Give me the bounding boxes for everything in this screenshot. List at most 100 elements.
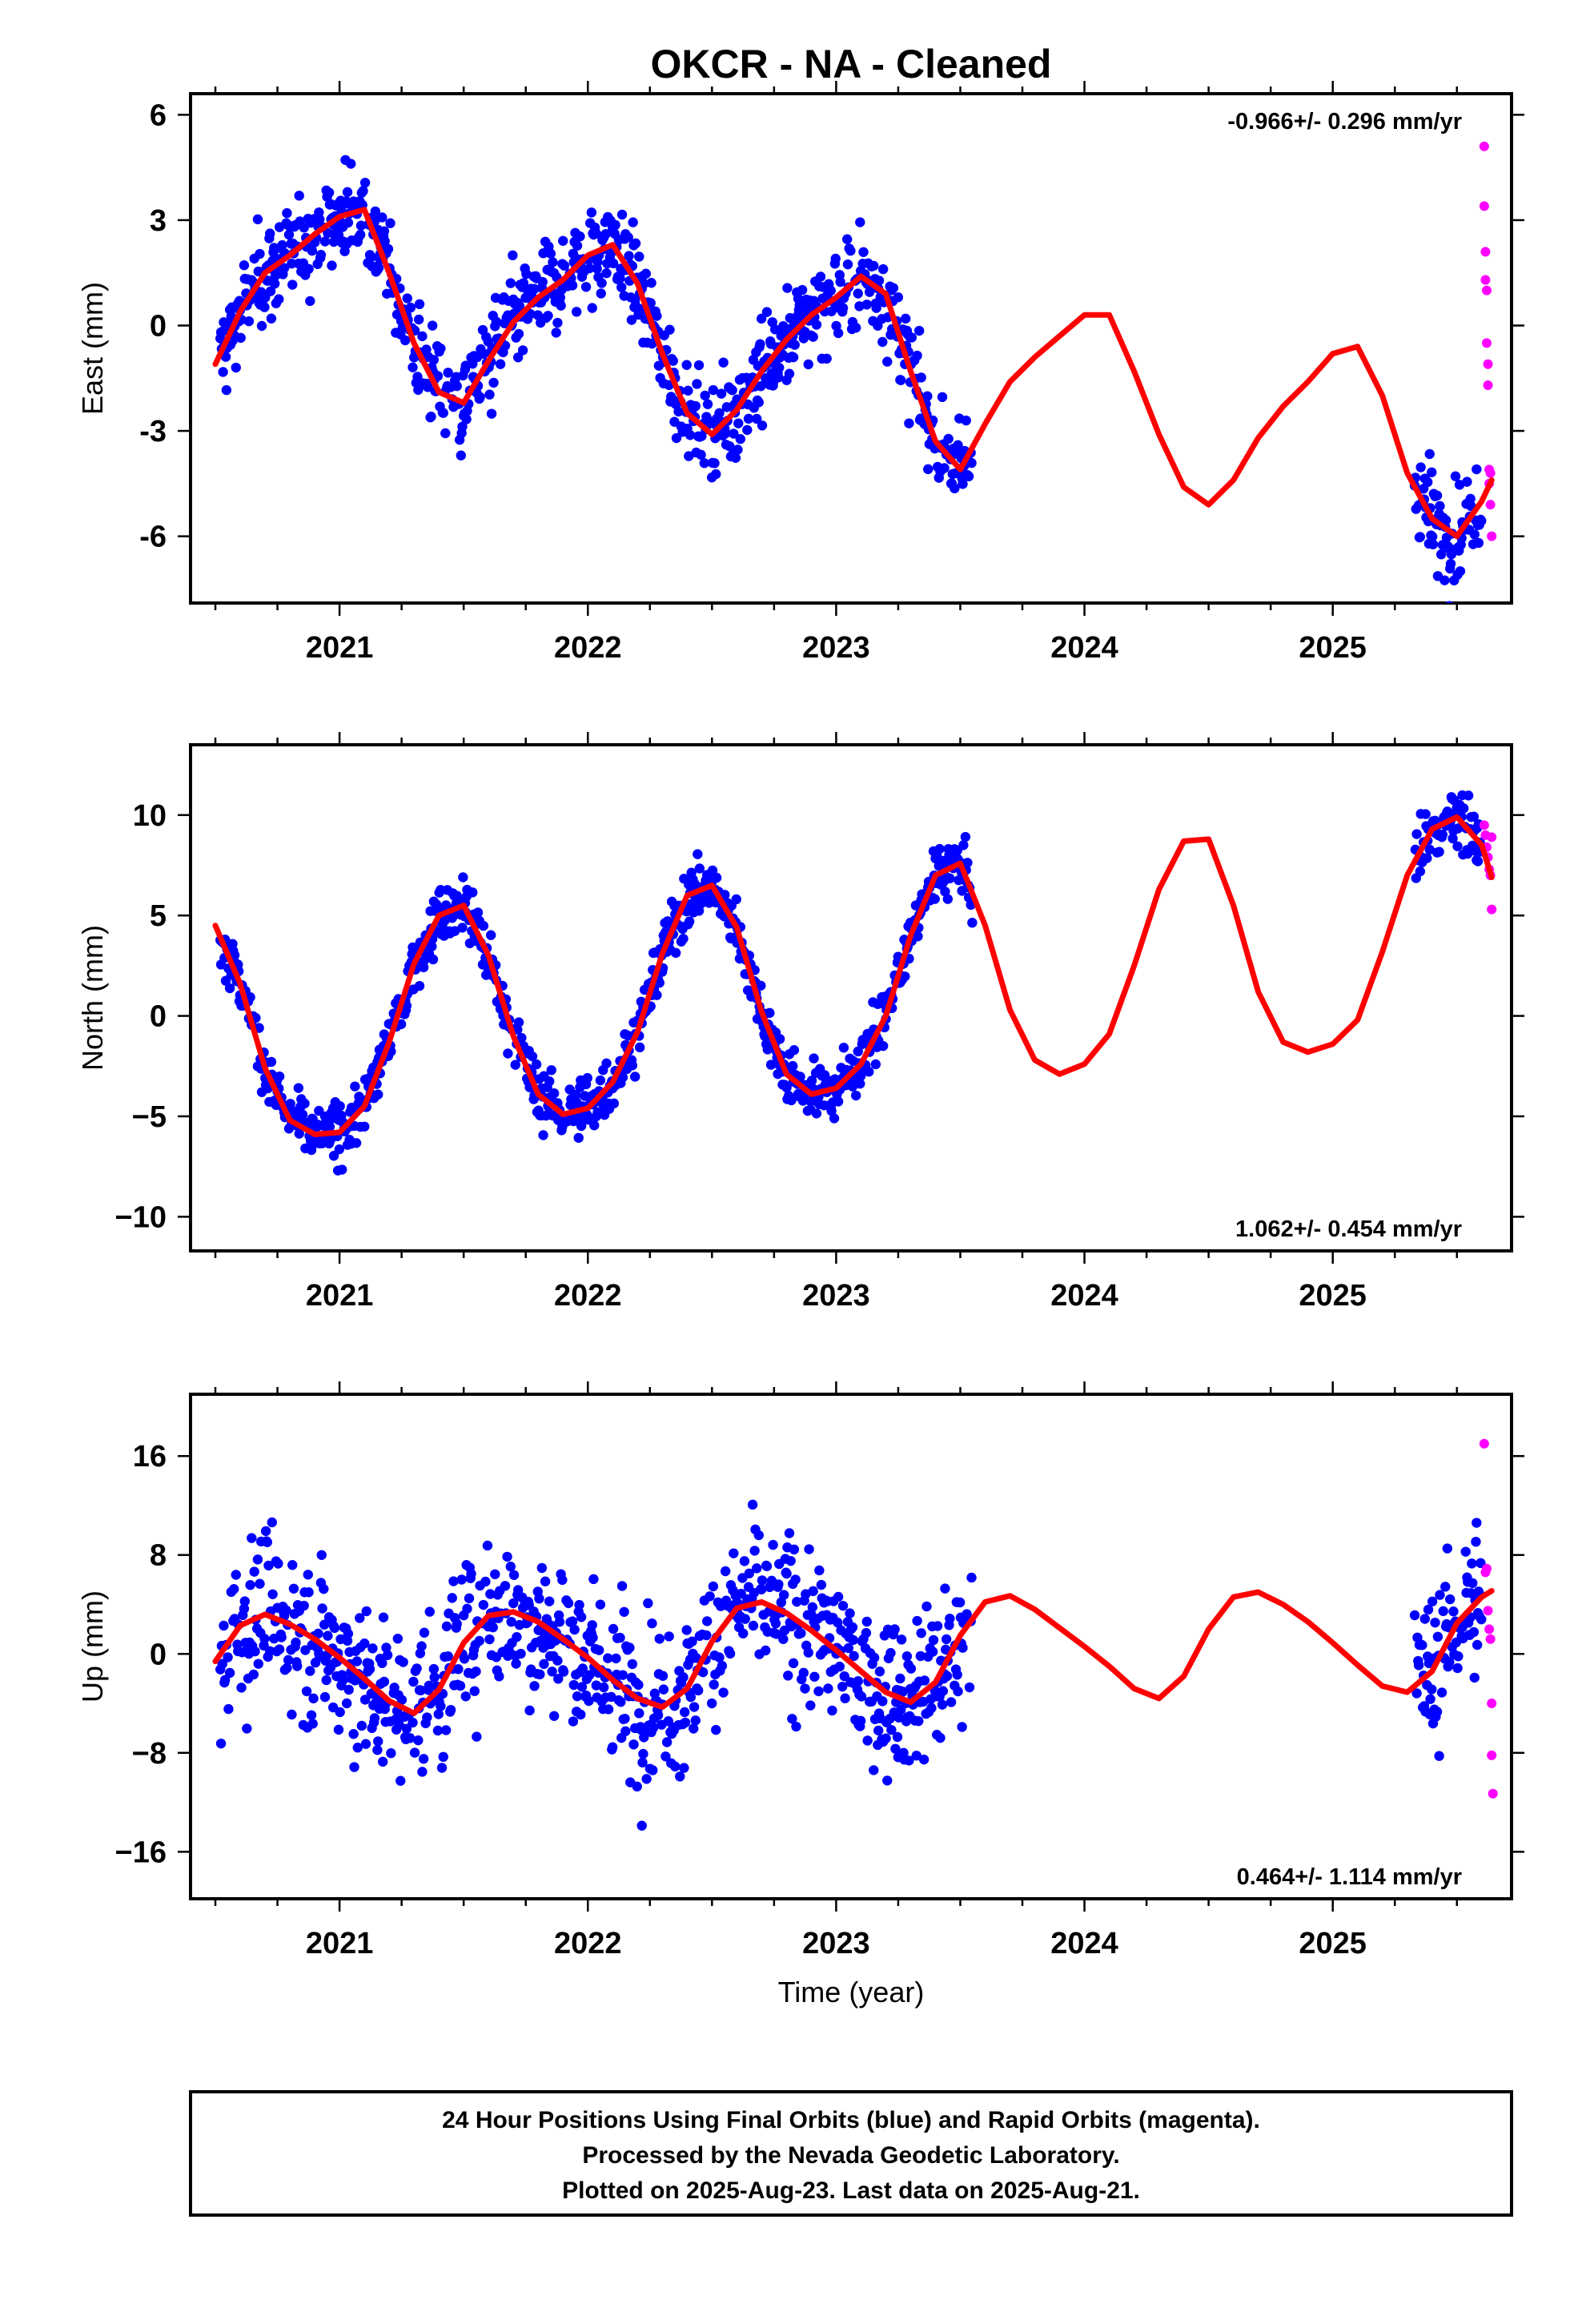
up-final-point: [432, 1725, 444, 1736]
up-final-point: [877, 1696, 888, 1707]
up-final-point: [845, 1608, 855, 1618]
up-panel: 2021 2022 2023 2024 2025 −16 −8 0 8 16 Up (mm) 0.46…: [76, 1381, 1524, 1960]
up-final-point: [223, 1703, 234, 1715]
up-final-point: [693, 1685, 704, 1696]
east-final-point: [377, 212, 387, 223]
up-final-point: [245, 1580, 255, 1590]
up-final-point: [373, 1736, 383, 1747]
up-final-point: [657, 1671, 669, 1681]
east-final-point: [484, 389, 495, 400]
north-final-point: [414, 980, 425, 991]
up-final-point: [416, 1641, 427, 1651]
east-final-point: [733, 418, 744, 428]
north-final-point: [1434, 846, 1444, 857]
east-final-point: [854, 301, 865, 312]
north-final-point: [328, 1151, 339, 1161]
east-rapid-point: [1487, 531, 1497, 541]
up-final-point: [809, 1671, 820, 1682]
up-final-point: [1453, 1651, 1464, 1662]
up-final-point: [494, 1671, 504, 1682]
east-final-point: [888, 283, 899, 293]
east-rapid-point: [1481, 285, 1492, 296]
east-final-point: [373, 263, 384, 273]
east-final-point: [610, 219, 620, 231]
east-final-point: [900, 313, 911, 324]
north-final-point: [478, 920, 489, 931]
east-final-point: [1445, 558, 1456, 569]
up-final-point: [351, 1656, 363, 1667]
up-final-point: [574, 1599, 584, 1610]
up-final-point: [231, 1570, 241, 1580]
east-final-point: [379, 235, 390, 247]
east-final-point: [243, 316, 255, 327]
up-final-point: [607, 1742, 618, 1752]
north-final-point: [582, 1072, 592, 1084]
north-final-point: [838, 1043, 849, 1053]
east-final-point: [1450, 471, 1461, 481]
east-final-point: [906, 332, 917, 343]
up-final-point: [466, 1569, 476, 1579]
east-final-point: [457, 421, 468, 432]
north-rapid-point: [1479, 820, 1489, 830]
east-final-point: [853, 288, 863, 299]
up-final-point: [484, 1634, 495, 1645]
up-final-point: [456, 1574, 467, 1585]
north-final-point: [428, 954, 439, 965]
east-final-point: [811, 320, 822, 330]
up-final-point: [911, 1751, 921, 1761]
east-y-tick-label: 6: [150, 99, 167, 132]
north-final-point: [789, 1045, 800, 1055]
up-final-point: [889, 1624, 900, 1634]
up-final-point: [429, 1672, 440, 1683]
up-final-point: [897, 1687, 908, 1697]
footer-line-2: Processed by the Nevada Geodetic Laborat…: [582, 2142, 1119, 2169]
up-final-point: [729, 1548, 739, 1558]
north-final-point: [855, 1071, 866, 1081]
north-final-point: [1442, 806, 1453, 817]
east-final-point: [1415, 462, 1426, 472]
up-final-point: [409, 1747, 420, 1758]
up-final-point: [708, 1581, 719, 1592]
east-final-point: [555, 292, 565, 303]
east-final-point: [414, 299, 425, 310]
up-final-point: [239, 1603, 250, 1614]
north-final-point: [634, 1042, 645, 1053]
up-final-point: [833, 1617, 843, 1628]
up-final-point: [773, 1579, 784, 1590]
up-final-point: [536, 1562, 548, 1574]
up-final-point: [436, 1701, 446, 1711]
up-final-point: [1440, 1582, 1451, 1592]
east-rapid-point: [1485, 468, 1496, 478]
north-final-point: [623, 1031, 633, 1041]
up-final-point: [753, 1530, 764, 1541]
up-rapid-point: [1487, 1750, 1497, 1760]
north-final-point: [1468, 811, 1480, 822]
north-final-point: [285, 1099, 295, 1109]
up-final-point: [259, 1634, 270, 1644]
up-final-point: [598, 1682, 609, 1693]
up-final-point: [316, 1550, 327, 1560]
north-final-point: [697, 891, 708, 902]
east-final-point: [279, 263, 290, 273]
up-final-point: [679, 1763, 689, 1773]
east-final-point: [916, 372, 926, 383]
footer-line-1: 24 Hour Positions Using Final Orbits (bl…: [442, 2107, 1260, 2133]
up-final-point: [260, 1526, 271, 1537]
east-final-point: [567, 280, 578, 291]
east-final-point: [1427, 531, 1438, 542]
up-final-point: [680, 1717, 691, 1728]
north-final-point: [548, 1088, 560, 1099]
east-rapid-point: [1485, 500, 1496, 510]
north-final-point: [359, 1121, 370, 1132]
up-final-point: [219, 1675, 231, 1685]
north-final-point: [877, 1040, 889, 1051]
up-final-point: [453, 1664, 464, 1675]
east-final-point: [877, 336, 888, 348]
up-final-point: [433, 1709, 444, 1719]
east-final-point: [282, 207, 292, 219]
up-final-point: [937, 1699, 948, 1710]
north-final-point: [224, 983, 235, 994]
east-final-point: [584, 263, 595, 274]
up-final-point: [748, 1620, 759, 1631]
